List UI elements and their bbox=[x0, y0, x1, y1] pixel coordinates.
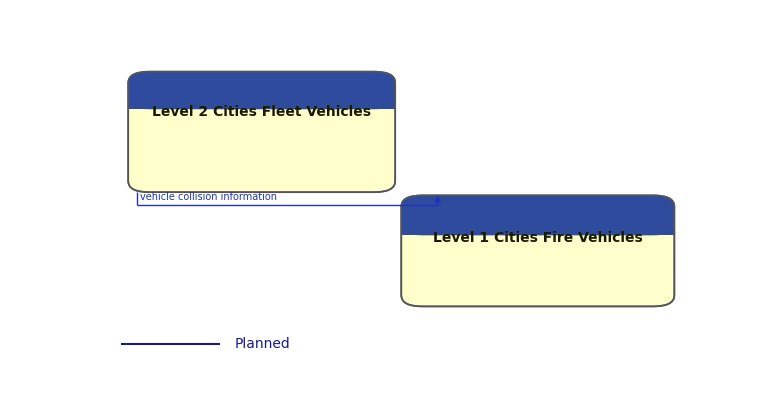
Bar bbox=[402, 219, 674, 235]
Text: Level 1 Cities Fire Vehicles: Level 1 Cities Fire Vehicles bbox=[433, 231, 643, 245]
Text: Planned: Planned bbox=[234, 337, 290, 351]
Text: Level 2 Cities Fleet Vehicles: Level 2 Cities Fleet Vehicles bbox=[152, 105, 371, 119]
Bar bbox=[128, 93, 395, 109]
FancyBboxPatch shape bbox=[402, 195, 674, 307]
FancyBboxPatch shape bbox=[402, 195, 674, 235]
FancyBboxPatch shape bbox=[128, 72, 395, 109]
FancyBboxPatch shape bbox=[128, 72, 395, 192]
Text: vehicle collision information: vehicle collision information bbox=[140, 192, 277, 202]
